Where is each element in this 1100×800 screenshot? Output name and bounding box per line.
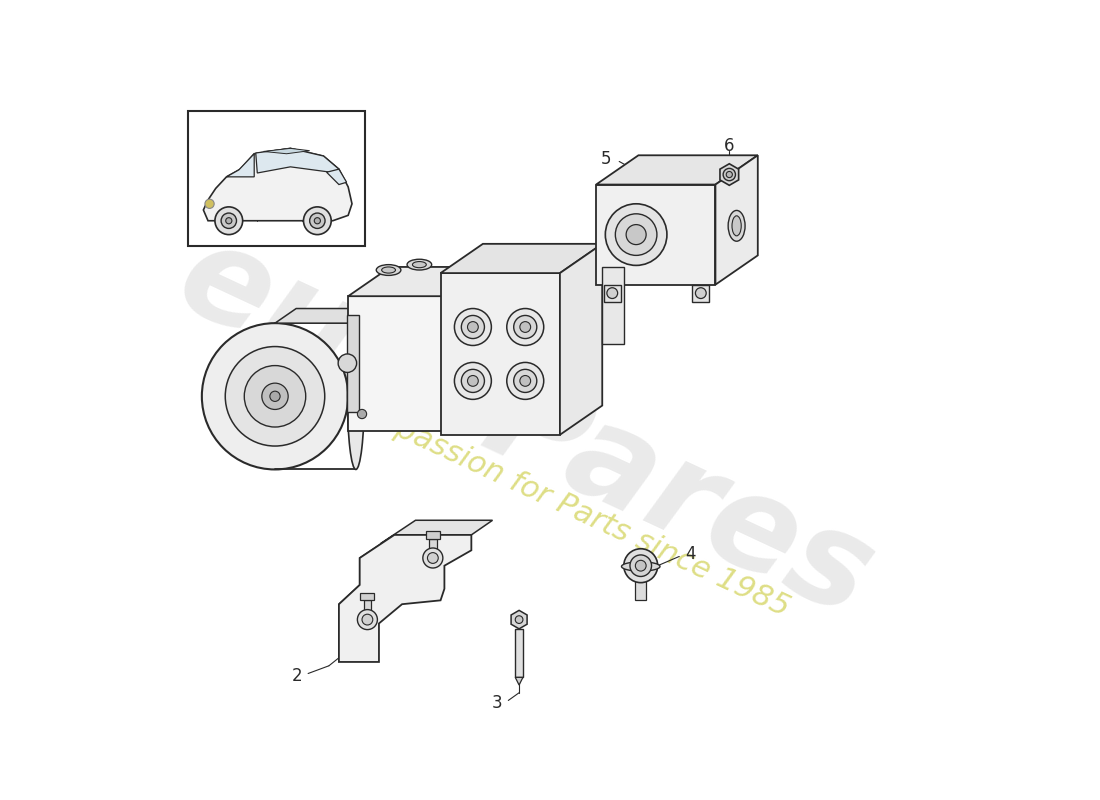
Polygon shape: [560, 244, 603, 435]
Circle shape: [630, 555, 651, 577]
Ellipse shape: [407, 259, 431, 270]
Polygon shape: [440, 244, 603, 273]
Ellipse shape: [732, 216, 741, 236]
Circle shape: [244, 366, 306, 427]
Circle shape: [315, 218, 320, 224]
Circle shape: [514, 370, 537, 393]
Polygon shape: [348, 296, 444, 431]
Polygon shape: [339, 535, 472, 662]
Circle shape: [695, 288, 706, 298]
Ellipse shape: [376, 265, 400, 275]
Circle shape: [514, 315, 537, 338]
Text: 2: 2: [292, 667, 301, 685]
Polygon shape: [346, 315, 359, 412]
Circle shape: [221, 213, 236, 229]
Circle shape: [226, 346, 324, 446]
Circle shape: [205, 199, 214, 209]
Circle shape: [422, 548, 443, 568]
Text: 1: 1: [485, 242, 496, 261]
Polygon shape: [275, 309, 377, 323]
Polygon shape: [515, 629, 522, 678]
Circle shape: [428, 553, 438, 563]
Circle shape: [468, 322, 478, 332]
Polygon shape: [339, 520, 493, 604]
Polygon shape: [603, 267, 624, 344]
Circle shape: [626, 225, 646, 245]
Polygon shape: [188, 111, 365, 246]
Polygon shape: [636, 570, 646, 600]
Circle shape: [310, 213, 326, 229]
Polygon shape: [512, 610, 527, 629]
Polygon shape: [327, 169, 346, 185]
Circle shape: [362, 614, 373, 625]
Circle shape: [515, 616, 522, 623]
Polygon shape: [204, 148, 352, 221]
Circle shape: [358, 610, 377, 630]
Circle shape: [468, 375, 478, 386]
Polygon shape: [440, 273, 560, 435]
Polygon shape: [227, 154, 254, 177]
Polygon shape: [429, 538, 437, 562]
Text: a passion for Parts since 1985: a passion for Parts since 1985: [364, 402, 794, 622]
Polygon shape: [720, 164, 738, 186]
Text: euroPares: euroPares: [158, 211, 892, 643]
Circle shape: [454, 362, 492, 399]
Ellipse shape: [382, 267, 396, 273]
Polygon shape: [264, 148, 310, 154]
Circle shape: [507, 309, 543, 346]
Polygon shape: [715, 155, 758, 285]
Circle shape: [723, 168, 736, 181]
Circle shape: [304, 207, 331, 234]
Polygon shape: [426, 531, 440, 538]
Polygon shape: [363, 600, 372, 623]
Circle shape: [624, 549, 658, 582]
Text: 3: 3: [492, 694, 502, 712]
Circle shape: [636, 560, 646, 571]
Circle shape: [454, 309, 492, 346]
Ellipse shape: [621, 562, 660, 571]
Circle shape: [520, 322, 530, 332]
Text: 6: 6: [724, 137, 735, 155]
Text: 5: 5: [601, 150, 612, 168]
Circle shape: [605, 204, 667, 266]
Circle shape: [520, 375, 530, 386]
Circle shape: [607, 288, 618, 298]
Circle shape: [507, 362, 543, 399]
Circle shape: [214, 207, 243, 234]
Polygon shape: [596, 155, 758, 185]
Circle shape: [226, 218, 232, 224]
Circle shape: [358, 410, 366, 418]
Circle shape: [461, 315, 484, 338]
Polygon shape: [255, 148, 339, 173]
Polygon shape: [596, 185, 715, 285]
Circle shape: [338, 354, 356, 373]
Circle shape: [726, 171, 733, 178]
Polygon shape: [604, 285, 620, 302]
Text: 4: 4: [685, 545, 696, 563]
Circle shape: [262, 383, 288, 410]
Polygon shape: [348, 267, 486, 296]
Ellipse shape: [412, 262, 427, 268]
Circle shape: [461, 370, 484, 393]
Ellipse shape: [728, 210, 745, 242]
Circle shape: [615, 214, 657, 255]
Circle shape: [202, 323, 348, 470]
Circle shape: [270, 391, 280, 402]
Ellipse shape: [348, 323, 364, 470]
Polygon shape: [692, 285, 710, 302]
Polygon shape: [361, 593, 374, 600]
Polygon shape: [515, 678, 522, 685]
